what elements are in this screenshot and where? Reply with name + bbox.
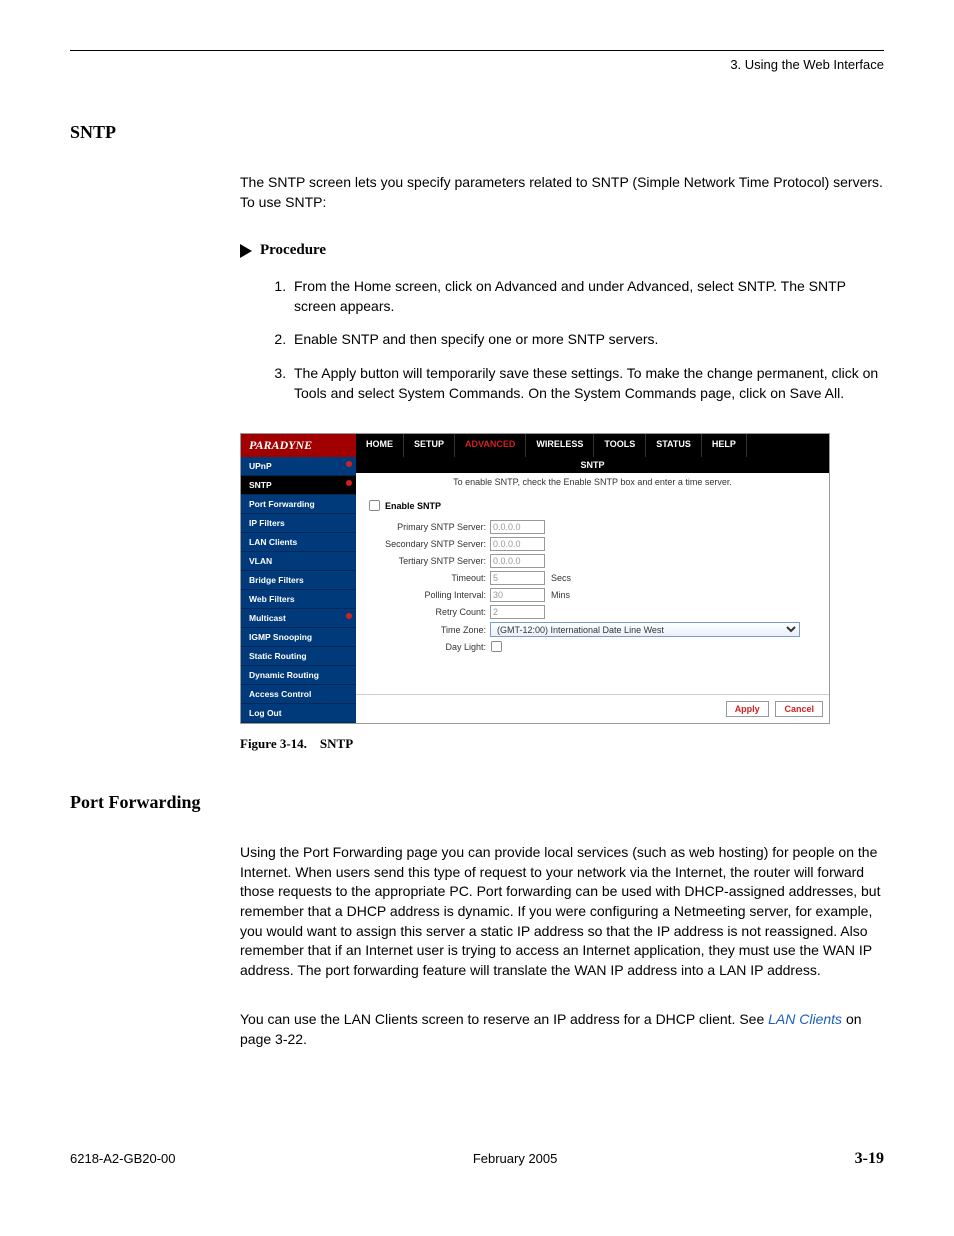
polling-label: Polling Interval:	[368, 590, 490, 600]
header-divider	[70, 50, 884, 51]
secondary-server-input[interactable]	[490, 537, 545, 551]
screenshot-topbar: PARADYNE HOME SETUP ADVANCED WIRELESS TO…	[241, 434, 829, 457]
panel-title: SNTP	[356, 457, 829, 473]
status-dot-icon	[346, 613, 352, 619]
procedure-list: From the Home screen, click on Advanced …	[270, 277, 884, 403]
enable-sntp-checkbox[interactable]	[369, 500, 380, 511]
retry-input[interactable]	[490, 605, 545, 619]
polling-unit: Mins	[551, 590, 570, 600]
sidebar-item[interactable]: Multicast	[241, 609, 356, 628]
nav-status[interactable]: STATUS	[646, 434, 702, 457]
timeout-row: Timeout: Secs	[368, 571, 817, 585]
timezone-row: Time Zone: (GMT-12:00) International Dat…	[368, 622, 817, 637]
sidebar-item[interactable]: Access Control	[241, 685, 356, 704]
timezone-label: Time Zone:	[368, 625, 490, 635]
tertiary-server-input[interactable]	[490, 554, 545, 568]
primary-server-input[interactable]	[490, 520, 545, 534]
status-dot-icon	[346, 480, 352, 486]
sidebar-item[interactable]: Web Filters	[241, 590, 356, 609]
port-forwarding-para1: Using the Port Forwarding page you can p…	[240, 843, 884, 980]
cancel-button[interactable]: Cancel	[775, 701, 823, 717]
apply-button[interactable]: Apply	[726, 701, 769, 717]
main-panel: SNTP To enable SNTP, check the Enable SN…	[356, 457, 829, 723]
sidebar-item[interactable]: Log Out	[241, 704, 356, 723]
sidebar-item[interactable]: LAN Clients	[241, 533, 356, 552]
tertiary-server-label: Tertiary SNTP Server:	[368, 556, 490, 566]
screenshot-body: UPnPSNTPPort ForwardingIP FiltersLAN Cli…	[241, 457, 829, 723]
button-row: Apply Cancel	[356, 694, 829, 723]
sidebar-item[interactable]: Dynamic Routing	[241, 666, 356, 685]
sidebar-item[interactable]: IP Filters	[241, 514, 356, 533]
timeout-unit: Secs	[551, 573, 571, 583]
panel-subtitle: To enable SNTP, check the Enable SNTP bo…	[356, 473, 829, 491]
top-nav: HOME SETUP ADVANCED WIRELESS TOOLS STATU…	[356, 434, 829, 457]
sidebar-item[interactable]: UPnP	[241, 457, 356, 476]
sidebar-item[interactable]: Static Routing	[241, 647, 356, 666]
port-forwarding-title: Port Forwarding	[70, 792, 884, 813]
procedure-step: Enable SNTP and then specify one or more…	[290, 330, 884, 350]
nav-help[interactable]: HELP	[702, 434, 747, 457]
primary-server-row: Primary SNTP Server:	[368, 520, 817, 534]
enable-sntp-label: Enable SNTP	[385, 501, 441, 511]
procedure-label: Procedure	[260, 242, 326, 259]
enable-sntp-row: Enable SNTP	[368, 499, 817, 512]
router-screenshot: PARADYNE HOME SETUP ADVANCED WIRELESS TO…	[240, 433, 830, 724]
triangle-icon	[240, 244, 252, 258]
lan-clients-link[interactable]: LAN Clients	[768, 1011, 842, 1027]
nav-tools[interactable]: TOOLS	[594, 434, 646, 457]
timezone-select[interactable]: (GMT-12:00) International Date Line West	[490, 622, 800, 637]
pf-para2-pre: You can use the LAN Clients screen to re…	[240, 1011, 768, 1027]
figure-wrap: PARADYNE HOME SETUP ADVANCED WIRELESS TO…	[240, 433, 884, 724]
nav-advanced[interactable]: ADVANCED	[455, 434, 526, 457]
sidebar-item[interactable]: Port Forwarding	[241, 495, 356, 514]
secondary-server-label: Secondary SNTP Server:	[368, 539, 490, 549]
retry-label: Retry Count:	[368, 607, 490, 617]
timeout-input[interactable]	[490, 571, 545, 585]
footer-date: February 2005	[473, 1151, 558, 1166]
sidebar-item[interactable]: Bridge Filters	[241, 571, 356, 590]
sidebar-item[interactable]: IGMP Snooping	[241, 628, 356, 647]
sntp-intro: The SNTP screen lets you specify paramet…	[240, 173, 884, 212]
secondary-server-row: Secondary SNTP Server:	[368, 537, 817, 551]
chapter-header: 3. Using the Web Interface	[70, 57, 884, 72]
page-number: 3-19	[855, 1150, 884, 1168]
nav-setup[interactable]: SETUP	[404, 434, 455, 457]
nav-wireless[interactable]: WIRELESS	[526, 434, 594, 457]
sidebar-item[interactable]: VLAN	[241, 552, 356, 571]
retry-row: Retry Count:	[368, 605, 817, 619]
status-dot-icon	[346, 461, 352, 467]
polling-row: Polling Interval: Mins	[368, 588, 817, 602]
daylight-checkbox[interactable]	[491, 641, 502, 652]
polling-input[interactable]	[490, 588, 545, 602]
brand-logo: PARADYNE	[241, 434, 356, 457]
port-forwarding-para2: You can use the LAN Clients screen to re…	[240, 1010, 884, 1049]
procedure-step: From the Home screen, click on Advanced …	[290, 277, 884, 316]
doc-id: 6218-A2-GB20-00	[70, 1151, 176, 1166]
procedure-step: The Apply button will temporarily save t…	[290, 364, 884, 403]
procedure-header: Procedure	[240, 242, 884, 259]
daylight-label: Day Light:	[368, 642, 490, 652]
tertiary-server-row: Tertiary SNTP Server:	[368, 554, 817, 568]
timeout-label: Timeout:	[368, 573, 490, 583]
sntp-section-title: SNTP	[70, 122, 884, 143]
sidebar: UPnPSNTPPort ForwardingIP FiltersLAN Cli…	[241, 457, 356, 723]
sntp-form: Enable SNTP Primary SNTP Server: Seconda…	[356, 491, 829, 694]
sidebar-item[interactable]: SNTP	[241, 476, 356, 495]
nav-home[interactable]: HOME	[356, 434, 404, 457]
page-footer: 6218-A2-GB20-00 February 2005 3-19	[70, 1150, 884, 1168]
primary-server-label: Primary SNTP Server:	[368, 522, 490, 532]
figure-caption: Figure 3-14. SNTP	[240, 736, 884, 752]
daylight-row: Day Light:	[368, 640, 817, 653]
